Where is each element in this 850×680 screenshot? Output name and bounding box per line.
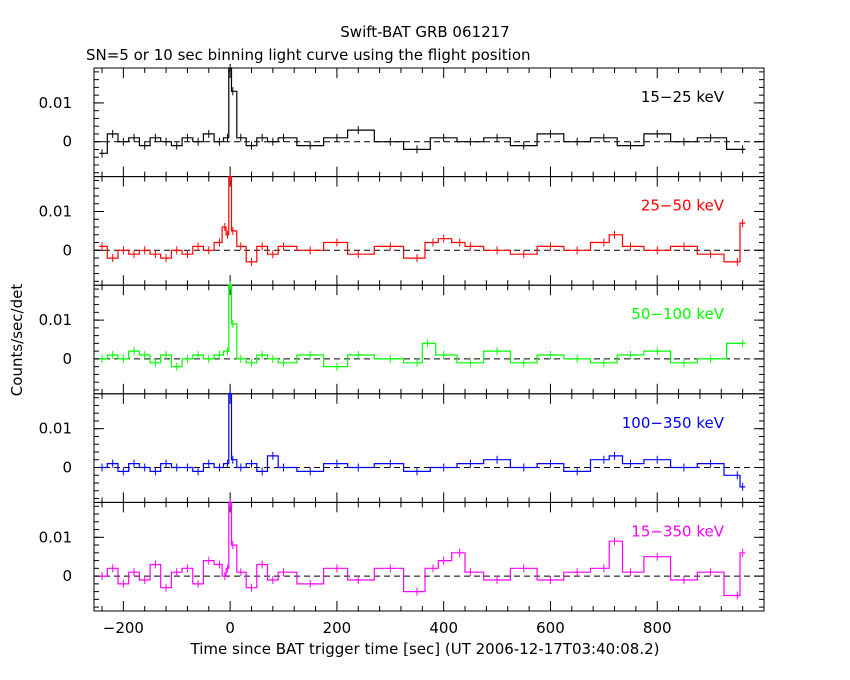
x-tick-label: 800 [643, 619, 672, 637]
panel-frame [93, 393, 765, 503]
y-tick-label: 0.01 [39, 203, 72, 221]
y-axis-label: Counts/sec/det [8, 284, 26, 397]
light-curve-series [99, 67, 746, 154]
y-tick-label: 0 [62, 133, 72, 151]
x-axis-label: Time since BAT trigger time [sec] (UT 20… [190, 640, 660, 658]
y-tick-label: 0 [62, 567, 72, 585]
panel-2: 0 0.01 25−50 keV [39, 172, 765, 286]
x-tick-label: 0 [225, 619, 235, 637]
panel-frame [93, 501, 765, 612]
panel-5: 0 0.01 15−350 keV [39, 498, 765, 612]
energy-band-label: 25−50 keV [641, 197, 725, 215]
panel-frame [93, 284, 765, 395]
energy-band-label: 50−100 keV [631, 305, 724, 323]
energy-band-label: 15−25 keV [641, 88, 725, 106]
chart-title: Swift-BAT GRB 061217 [340, 23, 509, 41]
energy-band-label: 100−350 keV [622, 414, 725, 432]
y-tick-label: 0 [62, 350, 72, 368]
x-tick-label: 400 [429, 619, 458, 637]
panel-frame [93, 176, 765, 286]
y-tick-label: 0 [62, 458, 72, 476]
panel-1: 0 0.01 15−25 keV [39, 64, 765, 178]
light-curve-series [99, 176, 746, 263]
y-tick-label: 0.01 [39, 94, 72, 112]
x-tick-label: 200 [323, 619, 352, 637]
x-tick-label: 600 [536, 619, 565, 637]
y-tick-label: 0.01 [39, 528, 72, 546]
x-tick-label: −200 [103, 619, 144, 637]
light-curve-series [99, 284, 746, 368]
light-curve-series [99, 501, 746, 597]
energy-band-label: 15−350 keV [631, 522, 724, 540]
light-curve-series [99, 393, 746, 488]
y-tick-label: 0 [62, 241, 72, 259]
panel-4: 0 0.01 100−350 keV [39, 389, 765, 503]
panel-frame [93, 67, 765, 178]
y-tick-label: 0.01 [39, 420, 72, 438]
panel-3: 0 0.01 50−100 keV [39, 281, 765, 395]
panels-group: 0 0.01 15−25 keV 0 0.01 25−50 keV 0 0.01 50−100 … [39, 64, 765, 637]
y-tick-label: 0.01 [39, 311, 72, 329]
chart-subtitle: SN=5 or 10 sec binning light curve using… [86, 46, 531, 64]
